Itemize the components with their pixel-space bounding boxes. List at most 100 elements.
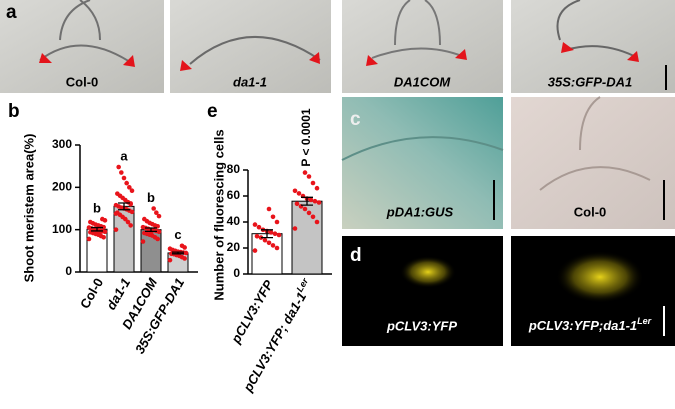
data-point	[296, 191, 302, 196]
data-point	[314, 219, 320, 225]
caption: 35S:GFP-DA1	[548, 74, 633, 89]
data-point	[262, 237, 268, 243]
y-tick-label: 0	[65, 264, 72, 278]
data-point	[100, 216, 105, 222]
data-point	[151, 206, 156, 211]
caption-text: pCLV3:YFP;da1-1	[528, 318, 637, 333]
fluorescence	[400, 256, 456, 288]
y-tick-label: 20	[227, 240, 241, 254]
micrograph	[511, 97, 675, 229]
x-tick-text: Col-0	[77, 276, 106, 312]
data-point	[270, 243, 276, 248]
data-point	[127, 185, 132, 190]
data-point	[292, 188, 298, 194]
significance-letter: c	[174, 227, 181, 242]
caption: pDA1:GUS	[386, 204, 454, 219]
caption: Col-0	[574, 204, 607, 219]
significance-letter: b	[147, 190, 155, 205]
y-tick-label: 100	[52, 222, 72, 236]
data-point	[274, 219, 280, 225]
data-point	[270, 214, 276, 220]
significance-letter: a	[120, 148, 128, 163]
data-point	[129, 188, 135, 194]
data-point	[310, 214, 316, 220]
data-point	[316, 200, 322, 205]
data-point	[154, 210, 159, 216]
data-point	[314, 185, 320, 191]
significance-letter: b	[93, 201, 101, 216]
y-tick-label: 60	[227, 188, 241, 202]
data-point	[113, 211, 119, 216]
panel-letter: b	[8, 101, 20, 122]
x-tick-superscript: Ler	[295, 276, 311, 294]
data-point	[274, 245, 280, 251]
meristem-outline	[556, 0, 635, 57]
data-point	[119, 170, 124, 175]
data-point	[140, 224, 146, 230]
data-point	[266, 206, 272, 212]
y-tick-label: 200	[52, 180, 72, 194]
data-point	[306, 174, 312, 179]
caption: DA1COM	[394, 74, 452, 89]
error-bar	[91, 226, 103, 232]
data-point	[306, 210, 312, 216]
panel-a: a Col-0 da1-1 DA1COM 35S:GFP-DA1	[0, 0, 675, 93]
data-point	[254, 234, 260, 239]
data-point	[156, 213, 162, 219]
error-bar	[172, 251, 184, 255]
data-point	[142, 216, 147, 222]
data-point	[308, 197, 314, 203]
data-point	[140, 239, 146, 244]
data-point	[266, 240, 272, 246]
data-point	[310, 180, 316, 186]
micrograph	[342, 97, 503, 229]
data-point	[113, 202, 119, 208]
y-tick-label: 40	[227, 214, 241, 228]
micrograph	[342, 236, 503, 346]
data-point	[276, 232, 282, 238]
meristem-outline	[371, 0, 463, 59]
data-point	[302, 206, 308, 212]
caption-superscript: Ler	[637, 316, 652, 326]
fluorescence	[556, 251, 644, 303]
error-bar	[145, 227, 157, 233]
data-point	[294, 201, 300, 207]
x-tick-label: Col-0	[77, 276, 106, 312]
data-point	[121, 175, 127, 181]
data-point	[97, 232, 102, 238]
micrograph	[170, 0, 331, 93]
tissue-outline	[539, 96, 651, 191]
data-point	[124, 180, 129, 186]
data-point	[302, 170, 308, 175]
x-tick-label: pCLV3:YFP; da1-1Ler	[238, 276, 317, 395]
caption: da1-1	[233, 74, 267, 89]
y-tick-label: 80	[227, 162, 241, 176]
data-point	[115, 191, 120, 196]
tissue-outline	[341, 136, 504, 161]
panel-letter: d	[350, 245, 362, 266]
data-point	[86, 236, 92, 242]
data-point	[167, 246, 173, 252]
arrowheads	[39, 42, 639, 71]
data-point	[113, 227, 119, 232]
data-point	[86, 225, 92, 230]
data-point	[252, 248, 258, 253]
y-tick-label: 0	[233, 266, 240, 280]
p-value: P < 0.0001	[299, 108, 313, 166]
data-point	[128, 223, 133, 228]
panel-d: d pCLV3:YFP pCLV3:YFP;da1-1Ler	[342, 236, 675, 346]
data-point	[167, 257, 173, 263]
data-point	[88, 219, 93, 225]
panel-letter: c	[350, 109, 361, 130]
caption: pCLV3:YFP;da1-1Ler	[528, 316, 652, 333]
error-bar	[261, 229, 273, 239]
data-point	[128, 201, 133, 206]
micrograph	[342, 0, 503, 93]
data-point	[252, 222, 258, 227]
meristem-outline	[189, 35, 321, 65]
panel-letter: a	[6, 2, 17, 23]
data-point	[256, 224, 262, 230]
panel-letter: e	[207, 101, 218, 122]
error-bar	[301, 196, 313, 206]
